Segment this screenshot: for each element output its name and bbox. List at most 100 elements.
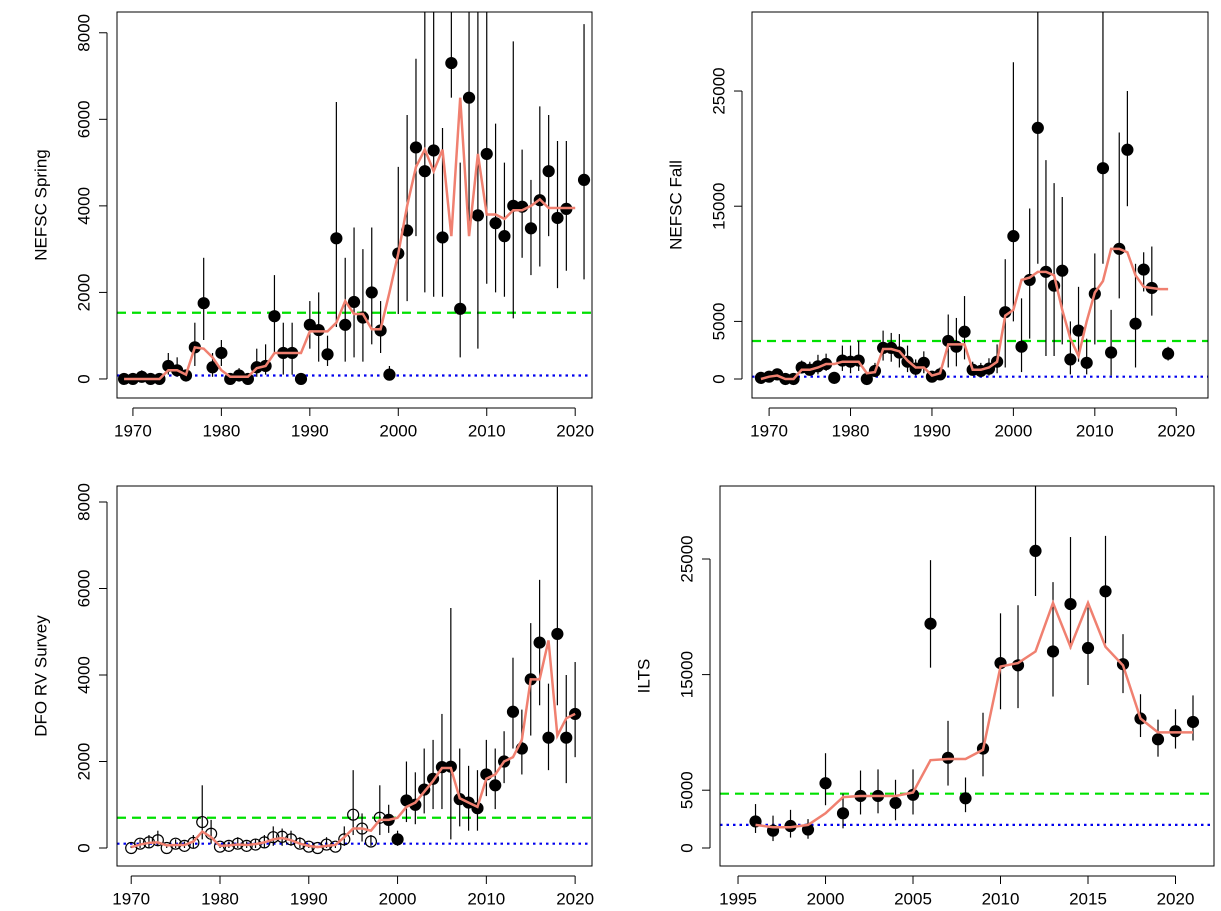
point: [489, 779, 502, 792]
point: [151, 834, 164, 847]
point: [1046, 645, 1060, 658]
y-axis-label: NEFSC Fall: [666, 160, 685, 250]
y-tick-label: 0: [709, 374, 728, 383]
plot-area: [117, 12, 592, 386]
point: [480, 147, 493, 161]
y-tick-label: 0: [74, 843, 93, 852]
point: [1056, 264, 1069, 277]
point: [347, 808, 360, 821]
point: [577, 173, 591, 187]
x-tick-label: 1990: [290, 889, 328, 908]
x-tick-label: 2010: [1076, 421, 1114, 440]
x-tick-label: 2000: [379, 421, 417, 440]
point: [958, 325, 971, 338]
x-tick-label: 2000: [379, 889, 417, 908]
point: [1121, 143, 1134, 156]
point: [1104, 346, 1118, 359]
point: [524, 222, 538, 235]
point: [383, 368, 396, 381]
point: [268, 310, 281, 323]
y-tick-label: 5000: [709, 302, 728, 340]
x-tick-label: 2000: [994, 421, 1032, 440]
point: [1029, 544, 1042, 558]
y-tick-label: 4000: [74, 656, 93, 694]
point: [169, 837, 182, 850]
y-tick-label: 25000: [709, 67, 728, 114]
plot-frame: [751, 11, 1209, 399]
x-tick-label: 1980: [202, 421, 240, 440]
point: [959, 792, 972, 805]
point: [197, 297, 210, 310]
x-tick-label: 2005: [894, 889, 932, 908]
point: [365, 286, 378, 299]
x-tick-label: 2010: [467, 889, 505, 908]
x-tick-label: 1970: [114, 421, 152, 440]
x-tick-label: 2020: [556, 421, 594, 440]
y-axis-label: DFO RV Survey: [31, 615, 50, 737]
point: [560, 731, 573, 744]
point: [1081, 641, 1095, 655]
x-tick-label: 1980: [832, 421, 870, 440]
point: [1064, 353, 1077, 366]
point: [330, 232, 343, 245]
point: [506, 705, 520, 718]
point: [533, 636, 546, 649]
panel: 1970 1980 1990 2000 2010 2020 0 2000 4000 6000 800…: [31, 483, 594, 908]
x-tick-label: 2020: [1157, 889, 1195, 908]
point: [294, 372, 308, 386]
panel: 1995 2000 2005 2010 2015 2020 0 5000 15000 25000 I…: [634, 485, 1215, 908]
x-tick-label: 1970: [750, 421, 788, 440]
point: [1137, 263, 1150, 276]
plot-area: [752, 12, 1208, 386]
point: [1080, 356, 1093, 369]
plot-area: [720, 486, 1214, 842]
fit-line: [124, 97, 576, 381]
y-tick-label: 6000: [74, 570, 93, 608]
point: [339, 318, 352, 331]
point: [836, 807, 850, 820]
point: [347, 295, 361, 309]
x-tick-label: 2020: [1157, 421, 1195, 440]
point: [1129, 317, 1142, 330]
point: [311, 841, 324, 855]
point: [542, 165, 555, 178]
y-tick-label: 0: [677, 843, 696, 852]
x-tick-label: 2010: [468, 421, 506, 440]
point: [445, 56, 458, 70]
plot-frame: [116, 485, 593, 867]
y-axis-label: ILTS: [634, 659, 653, 694]
y-tick-label: 15000: [709, 183, 728, 230]
fit-line: [130, 640, 576, 849]
point: [1064, 597, 1077, 611]
point: [1151, 733, 1165, 746]
y-tick-label: 5000: [677, 771, 696, 809]
plot-area: [117, 486, 592, 855]
point: [1096, 162, 1110, 175]
point: [321, 348, 334, 361]
point: [1031, 121, 1044, 134]
y-tick-label: 15000: [677, 651, 696, 698]
point: [1007, 230, 1020, 243]
plot-frame: [116, 11, 593, 399]
point: [196, 815, 209, 829]
panel: 1970 1980 1990 2000 2010 2020 0 2000 4000 6000 800…: [31, 11, 594, 440]
y-tick-label: 2000: [74, 273, 93, 311]
point: [950, 340, 963, 353]
y-tick-label: 25000: [677, 535, 696, 582]
x-tick-label: 1995: [719, 889, 757, 908]
point: [293, 837, 306, 850]
panel: 1970 1980 1990 2000 2010 2020 0 5000 15000 25000 N…: [666, 11, 1209, 440]
x-tick-label: 2010: [982, 889, 1020, 908]
point: [819, 777, 832, 790]
point: [427, 144, 440, 157]
fit-line: [755, 599, 1193, 829]
point: [828, 371, 841, 384]
y-axis-label: NEFSC Spring: [31, 149, 50, 260]
y-tick-label: 8000: [74, 14, 93, 52]
point: [409, 141, 423, 154]
point: [551, 627, 564, 641]
x-tick-label: 1970: [112, 889, 150, 908]
point: [1015, 340, 1028, 353]
point: [542, 731, 555, 744]
